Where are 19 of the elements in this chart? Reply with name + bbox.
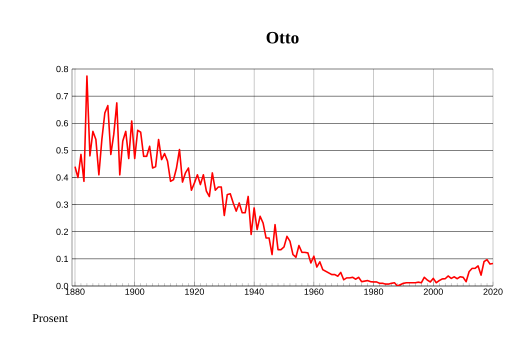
y-tick-label: 0.5 [56, 147, 68, 154]
y-tick-label: 0.0 [56, 282, 68, 290]
y-tick-label: 0.1 [56, 256, 68, 262]
y-axis-title: Prosent [32, 314, 68, 322]
x-tick-label: 1920 [185, 288, 204, 295]
x-tick-label: 2000 [424, 288, 443, 295]
x-tick-label: 1960 [304, 288, 324, 295]
x-tick-label: 1900 [125, 288, 144, 295]
y-tick-label: 0.7 [56, 92, 68, 100]
y-tick-label: 0.6 [56, 120, 68, 126]
y-tick-label: 0.2 [56, 228, 68, 235]
y-tick-label: 0.4 [56, 174, 68, 181]
x-tick-label: 1880 [66, 288, 85, 295]
chart-title: Otto [266, 32, 299, 44]
x-tick-label: 1980 [364, 288, 384, 295]
y-tick-label: 0.3 [56, 201, 68, 208]
x-tick-label: 2020 [483, 288, 503, 295]
y-tick-label: 0.8 [56, 66, 68, 72]
x-tick-label: 1940 [244, 288, 264, 295]
